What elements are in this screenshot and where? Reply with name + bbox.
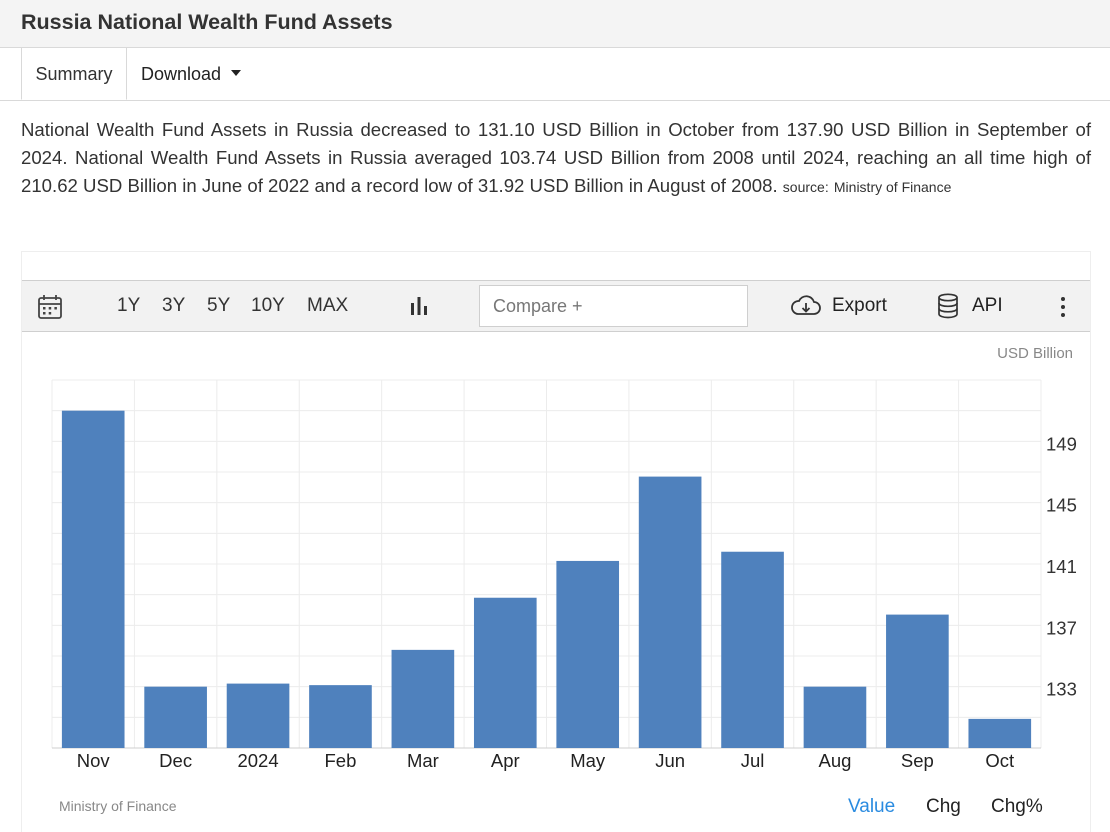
chart-unit-label: USD Billion <box>997 345 1073 362</box>
x-tick-label: 2024 <box>237 750 278 771</box>
y-tick-label: 145 <box>1046 495 1077 516</box>
bar-sep[interactable] <box>886 614 949 748</box>
range-10y-button[interactable]: 10Y <box>251 295 285 316</box>
title-bar: Russia National Wealth Fund Assets <box>0 0 1110 48</box>
bar-chart-icon[interactable] <box>408 295 430 317</box>
bar-oct[interactable] <box>968 718 1032 748</box>
cloud-download-icon[interactable] <box>790 294 822 318</box>
x-tick-label: May <box>570 750 606 771</box>
y-tick-label: 149 <box>1046 433 1077 454</box>
chart-x-labels: Nov Dec 2024 Feb Mar Apr May Jun Jul Aug Sep Oct <box>77 750 1014 771</box>
x-tick-label: Dec <box>159 750 192 771</box>
value-view-button[interactable]: Value <box>848 796 896 817</box>
x-tick-label: Aug <box>818 750 851 771</box>
bar-jun[interactable] <box>638 476 702 748</box>
bar-aug[interactable] <box>803 686 867 748</box>
chart-toolbar: 1Y 3Y 5Y 10Y MAX Export API <box>22 280 1090 332</box>
api-button[interactable]: API <box>972 295 1003 316</box>
bar-may[interactable] <box>556 560 620 748</box>
chart-y-labels: 133 137 141 145 149 <box>1046 433 1077 699</box>
x-tick-label: Oct <box>985 750 1014 771</box>
description-text: National Wealth Fund Assets in Russia de… <box>21 119 1091 196</box>
x-tick-label: Jun <box>655 750 685 771</box>
source-link[interactable]: Ministry of Finance <box>833 179 952 195</box>
bar-mar[interactable] <box>391 649 455 748</box>
bar-apr[interactable] <box>473 597 537 748</box>
kebab-menu-icon[interactable] <box>1056 295 1070 319</box>
description: National Wealth Fund Assets in Russia de… <box>21 116 1091 201</box>
y-tick-label: 137 <box>1046 617 1077 638</box>
tab-bar: Summary Download <box>0 48 1110 101</box>
y-tick-label: 133 <box>1046 679 1077 700</box>
bar-nov[interactable] <box>61 410 125 748</box>
bar-feb[interactable] <box>309 685 372 748</box>
range-3y-button[interactable]: 3Y <box>162 295 186 316</box>
tab-summary[interactable]: Summary <box>21 48 127 100</box>
x-tick-label: Mar <box>407 750 439 771</box>
x-tick-label: Sep <box>901 750 934 771</box>
chart-bars <box>61 410 1032 748</box>
chart-source: Ministry of Finance <box>59 798 177 814</box>
bar-dec[interactable] <box>144 686 207 748</box>
range-max-button[interactable]: MAX <box>307 295 349 316</box>
bar-2024[interactable] <box>226 683 290 748</box>
source-label: source: <box>782 179 829 195</box>
chg-pct-view-button[interactable]: Chg% <box>991 796 1043 817</box>
tab-download-label: Download <box>141 64 222 84</box>
x-tick-label: Jul <box>741 750 765 771</box>
database-icon[interactable] <box>937 293 959 319</box>
bar-jul[interactable] <box>721 551 784 748</box>
chg-view-button[interactable]: Chg <box>926 796 961 817</box>
page-title: Russia National Wealth Fund Assets <box>21 10 393 34</box>
chart-container <box>21 251 1091 832</box>
range-5y-button[interactable]: 5Y <box>207 295 231 316</box>
x-tick-label: Apr <box>491 750 520 771</box>
caret-down-icon <box>231 70 242 77</box>
export-button[interactable]: Export <box>832 295 887 316</box>
calendar-icon[interactable] <box>37 294 63 320</box>
compare-input[interactable] <box>479 285 748 327</box>
chart-grid <box>51 379 1042 749</box>
x-tick-label: Nov <box>77 750 111 771</box>
tab-download[interactable]: Download <box>141 48 242 100</box>
x-tick-label: Feb <box>325 750 357 771</box>
range-1y-button[interactable]: 1Y <box>117 295 141 316</box>
y-tick-label: 141 <box>1046 556 1077 577</box>
